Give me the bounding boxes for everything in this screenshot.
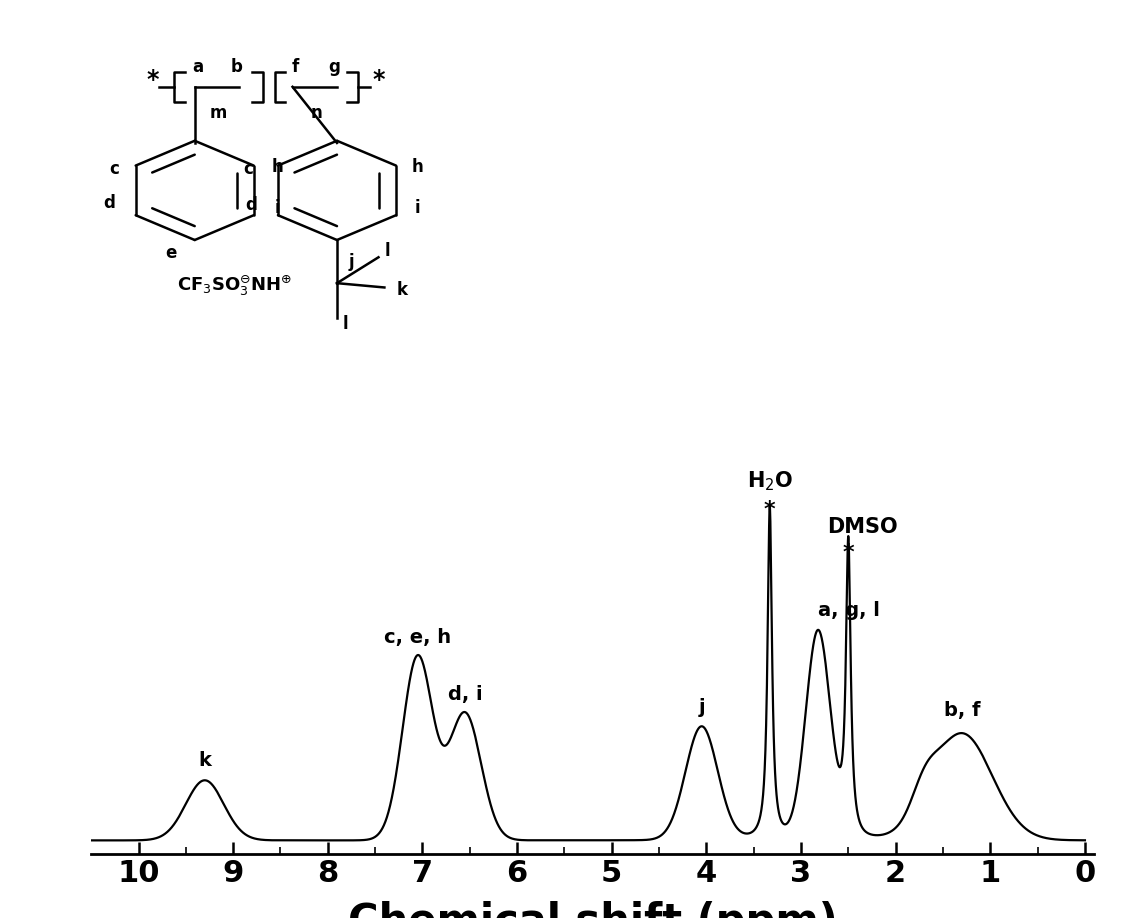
Text: l: l <box>384 241 390 260</box>
Text: *: * <box>842 543 854 564</box>
Text: i: i <box>275 198 280 217</box>
Text: *: * <box>147 68 160 93</box>
Text: i: i <box>414 198 420 217</box>
Text: h: h <box>271 158 284 175</box>
Text: d: d <box>103 195 115 212</box>
Text: c: c <box>109 160 120 178</box>
Text: f: f <box>292 58 299 76</box>
Text: b: b <box>230 58 242 76</box>
Text: a, g, l: a, g, l <box>819 601 880 620</box>
Text: k: k <box>198 751 211 770</box>
Text: n: n <box>310 104 323 122</box>
Text: c, e, h: c, e, h <box>384 628 451 647</box>
Text: l: l <box>343 315 349 333</box>
Text: *: * <box>373 68 384 93</box>
X-axis label: Chemical shift (ppm): Chemical shift (ppm) <box>348 901 838 918</box>
Text: c: c <box>243 160 253 178</box>
Text: d, i: d, i <box>448 685 482 703</box>
Text: d: d <box>245 196 256 215</box>
Text: *: * <box>764 500 775 520</box>
Text: CF$_3$SO$_3^{\ominus}$NH$^{\oplus}$: CF$_3$SO$_3^{\ominus}$NH$^{\oplus}$ <box>177 273 292 297</box>
Text: j: j <box>349 252 355 271</box>
Text: k: k <box>397 281 407 298</box>
Text: H$_2$O: H$_2$O <box>747 470 793 493</box>
Text: DMSO: DMSO <box>828 517 898 537</box>
Text: g: g <box>328 58 340 76</box>
Text: a: a <box>193 58 203 76</box>
Text: e: e <box>165 244 177 262</box>
Text: m: m <box>210 104 227 122</box>
Text: j: j <box>699 698 705 717</box>
Text: b, f: b, f <box>944 701 980 721</box>
Text: h: h <box>412 158 423 175</box>
